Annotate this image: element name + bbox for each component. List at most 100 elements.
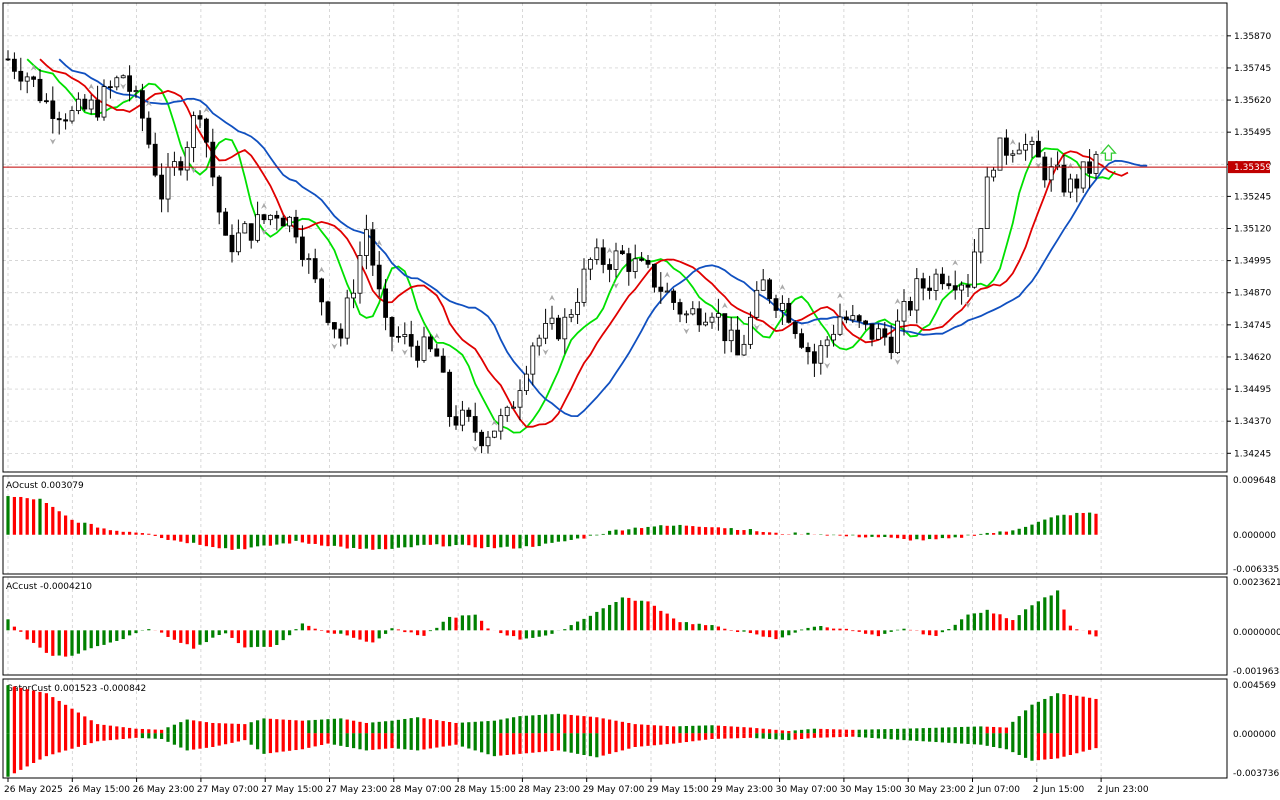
gator-lower-bar [198,733,202,749]
gator-upper-bar [1081,696,1085,734]
gator-upper-bar [595,717,599,734]
fractal-up-marker [203,106,210,113]
ao-bar [614,529,618,535]
gator-upper-bar [940,727,944,734]
gator-lower-bar [665,733,669,745]
ao-bar [1017,528,1021,535]
gator-upper-bar [819,728,823,734]
ac-panel[interactable]: ACcust -0.0004210 [2,576,1228,676]
candle-body [722,313,728,342]
ao-bar [704,527,708,535]
candle-body [440,355,446,373]
gator-lower-bar [569,733,573,753]
ao-bar [236,534,240,549]
ac-bar [192,630,196,649]
ao-bar [179,534,183,542]
candle-body [562,316,568,340]
gator-lower-bar [358,733,362,750]
candle-body [709,316,715,323]
ac-bar [985,609,989,631]
gator-upper-bar [70,708,74,734]
gator-upper-bar [358,721,362,734]
ao-bar [915,534,919,540]
moving-averages [26,58,1148,434]
candle-body [677,302,683,315]
gator-panel[interactable]: GatorCust 0.001523 -0.000842 [2,678,1228,779]
ao-bar [243,534,247,550]
gator-lower-bar [454,733,458,745]
gator-upper-bar [1030,704,1034,734]
candle-body [485,436,491,447]
gator-upper-bar [844,729,848,734]
gator-tick-zero: 0.000000 [1233,730,1276,740]
gator-lower-bar [1043,733,1047,760]
ac-bar [972,613,976,631]
ao-bar [409,534,413,548]
ao-bar [371,534,375,550]
ac-bar [588,615,592,631]
gator-lower-bar [249,733,253,745]
gator-lower-bar [710,733,714,739]
ao-bar [742,530,746,535]
ao-bar [339,534,343,547]
ao-panel[interactable]: AOcust 0.003079 [2,475,1228,575]
ao-bar [256,534,260,547]
ao-bar [1004,531,1008,535]
gator-lower-bar [243,733,247,741]
gator-lower-bar [1024,733,1028,758]
ao-bar [499,534,503,548]
ac-bar [1062,609,1066,631]
price-tick-label: 1.34620 [1234,353,1271,363]
ac-bar [704,625,708,631]
ao-bar [204,534,208,547]
fractal-up-marker [837,292,843,299]
gator-upper-bar [556,713,560,734]
ao-bar [300,534,304,543]
ac-bar [345,630,349,636]
gator-upper-bar [89,720,93,734]
ac-bar [147,629,151,631]
candle-body [575,301,580,315]
gator-upper-bar [1056,693,1060,734]
ac-bar [121,630,125,640]
gator-lower-bar [800,733,804,739]
gator-upper-bar [896,728,900,734]
gator-upper-bar [108,725,112,734]
ao-bar [217,534,221,549]
ao-bar [19,496,23,535]
gator-lower-bar [492,733,496,757]
ao-bar [185,534,189,544]
candle-body [1023,144,1028,151]
candle-body [357,255,363,294]
ac-bar [339,630,343,634]
candle-body [472,416,478,433]
ao-bar [320,534,324,546]
ac-bar [179,630,183,643]
ao-bar [857,534,861,538]
ac-bar [249,630,253,648]
ac-bar [940,630,944,633]
gator-upper-bar [160,729,164,734]
gator-upper-bar [544,714,548,734]
ao-bar [896,534,900,539]
ao-bar [64,515,68,535]
candle-body [31,76,37,80]
ao-bar [288,534,292,544]
ao-bar [345,534,349,549]
ac-bar [25,630,29,640]
gator-upper-bar [524,715,528,734]
gator-lower-bar [556,733,560,751]
gator-upper-bar [518,716,522,734]
gator-upper-bar [531,715,535,734]
gator-upper-bar [1075,695,1079,734]
ac-bar [288,630,292,636]
ao-bar [953,534,957,538]
gator-lower-bar [204,733,208,748]
gator-upper-bar [710,725,714,734]
gator-upper-bar [352,720,356,734]
gator-lower-bar [38,733,42,760]
gator-lower-bar [185,733,189,751]
price-tick-label: 1.35120 [1234,225,1271,235]
price-panel[interactable] [2,2,1228,473]
